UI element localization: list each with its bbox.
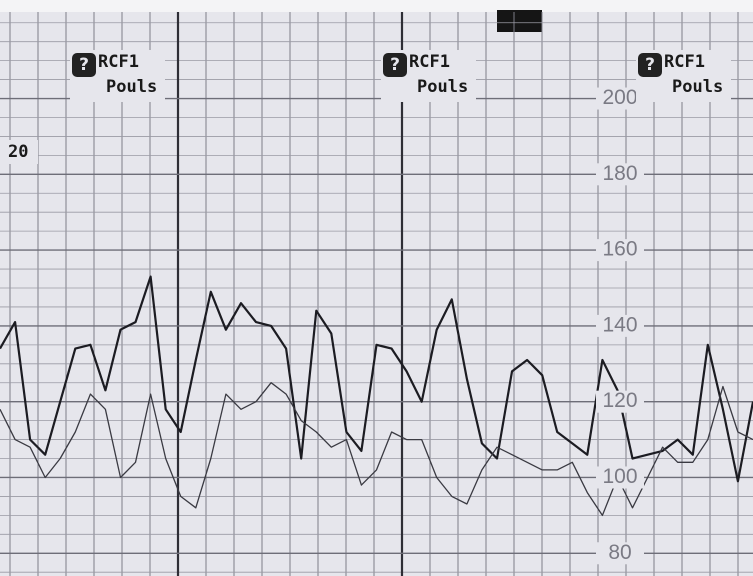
y-tick-label: 80 <box>608 541 631 564</box>
annotation-line1: RCF1 <box>409 52 450 72</box>
marker-block <box>497 10 542 32</box>
y-tick-label: 160 <box>602 238 637 261</box>
annotation-line2: Pouls <box>672 77 723 97</box>
annotation-line2: Pouls <box>106 77 157 97</box>
annotation-icon: ? <box>79 55 89 75</box>
ctg-strip: 80 100 120 140 160 180 200? RCF1 Pouls? RCF1 Pouls… <box>0 0 753 576</box>
annotation-line2: Pouls <box>417 77 468 97</box>
y-tick-label: 140 <box>602 313 637 336</box>
annotation-icon: ? <box>390 55 400 75</box>
y-tick-label: 120 <box>602 389 637 412</box>
y-tick-label: 200 <box>602 86 637 109</box>
annotation-line1: RCF1 <box>664 52 705 72</box>
annotation-icon: ? <box>645 55 655 75</box>
y-tick-label: 100 <box>602 465 637 488</box>
y-tick-label: 180 <box>602 162 637 185</box>
annotation-line1: RCF1 <box>98 52 139 72</box>
left-label: 20 <box>8 142 28 162</box>
paper-edge <box>0 0 753 12</box>
